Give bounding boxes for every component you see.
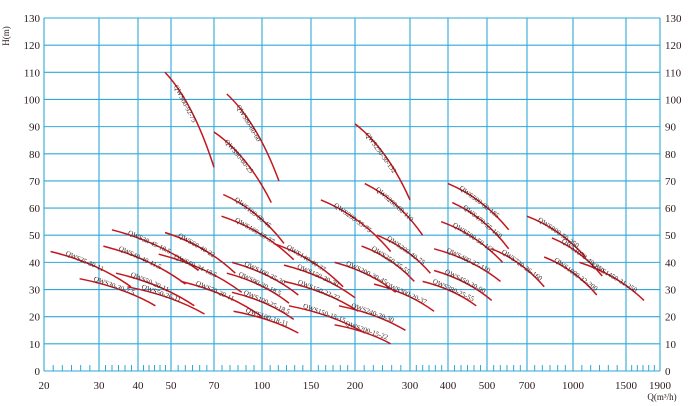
x-tick-label: 1500 xyxy=(615,380,638,392)
y-tick-labels-left: 0 10 20 30 40 50 60 70 80 90 100 110 120 130 xyxy=(24,13,41,378)
pump-curve xyxy=(231,291,295,321)
y-tick-label-right: 70 xyxy=(665,176,677,188)
pump-curve xyxy=(283,264,356,299)
y-tick-label-right: 100 xyxy=(665,94,682,106)
x-tick-label: 1000 xyxy=(562,380,585,392)
pump-curve xyxy=(354,123,411,201)
pump-curve xyxy=(422,280,477,307)
pump-curve xyxy=(233,310,299,334)
pump-curve xyxy=(451,201,510,250)
y-tick-label-right: 120 xyxy=(665,40,682,52)
pump-curve xyxy=(526,215,587,258)
y-tick-label: 80 xyxy=(29,149,41,161)
y-axis-title: H(m) xyxy=(1,26,11,46)
x-tick-label: 150 xyxy=(303,380,320,392)
x-tick-label: 400 xyxy=(440,380,457,392)
y-tick-label-right: 90 xyxy=(665,122,677,134)
y-tick-label-right: 80 xyxy=(665,149,677,161)
x-tick-label: 50 xyxy=(166,380,178,392)
x-tick-label: 40 xyxy=(133,380,145,392)
pump-curve xyxy=(334,324,391,345)
x-tick-labels: 20 30 40 50 70 100 150 200 300 400 500 700 1000 1500 1… xyxy=(39,380,672,392)
y-tick-label-right: 50 xyxy=(665,230,677,242)
pump-curve xyxy=(222,193,285,244)
pump-curve xyxy=(283,280,359,312)
pump-curve xyxy=(213,131,272,203)
y-tick-label-right: 130 xyxy=(665,13,682,25)
x-tick-label: 30 xyxy=(94,380,106,392)
pump-curve xyxy=(364,182,424,236)
pump-curve xyxy=(376,234,431,274)
y-tick-label: 0 xyxy=(35,366,41,378)
x-tick-label: 20 xyxy=(39,380,51,392)
pump-curve xyxy=(579,261,645,301)
y-tick-label-right: 0 xyxy=(665,366,671,378)
pump-curve xyxy=(221,215,295,261)
y-tick-label: 130 xyxy=(24,13,41,25)
pump-curve xyxy=(373,283,435,312)
x-tick-label: 700 xyxy=(519,380,536,392)
baseline-ticks xyxy=(52,365,655,371)
y-tick-label: 10 xyxy=(29,339,41,351)
y-tick-label: 120 xyxy=(24,40,41,52)
y-tick-labels-right: 0 10 20 30 40 50 60 70 80 90 100 110 120 130 xyxy=(665,13,682,378)
y-tick-label-right: 10 xyxy=(665,339,677,351)
pump-curve xyxy=(164,231,236,274)
pump-curve xyxy=(115,272,195,307)
pump-curve xyxy=(440,220,504,263)
y-tick-label-right: 60 xyxy=(665,203,677,215)
y-tick-label: 40 xyxy=(29,257,41,269)
x-axis-title: Q(m³/h) xyxy=(647,392,676,402)
y-tick-label: 20 xyxy=(29,312,41,324)
x-tick-label: 100 xyxy=(254,380,271,392)
grid xyxy=(43,17,661,372)
pump-curve xyxy=(338,305,406,331)
y-tick-label-right: 30 xyxy=(665,285,677,297)
pump-curve xyxy=(433,269,493,301)
x-tick-label: 200 xyxy=(347,380,364,392)
pump-curve xyxy=(447,182,510,231)
pump-curve xyxy=(103,245,186,285)
pump-curve xyxy=(543,256,598,296)
y-tick-label: 30 xyxy=(29,285,41,297)
y-tick-label-right: 40 xyxy=(665,257,677,269)
pump-curve xyxy=(491,248,545,288)
pump-curve xyxy=(158,253,243,293)
y-tick-label: 90 xyxy=(29,122,41,134)
pump-curve xyxy=(127,286,205,315)
pump-curve xyxy=(273,242,344,288)
pump-curve xyxy=(551,237,603,277)
y-tick-label: 110 xyxy=(24,67,41,79)
y-tick-label: 60 xyxy=(29,203,41,215)
y-tick-label-right: 110 xyxy=(665,67,682,79)
pump-curve xyxy=(320,199,392,252)
x-tick-label: 300 xyxy=(402,380,419,392)
y-tick-label-right: 20 xyxy=(665,312,677,324)
pump-curve xyxy=(226,93,280,182)
pump-curve xyxy=(164,71,215,168)
pump-curve xyxy=(226,272,290,304)
pump-curve xyxy=(288,305,366,334)
pump-curve xyxy=(180,280,263,318)
x-tick-label: 70 xyxy=(209,380,221,392)
y-tick-label: 70 xyxy=(29,176,41,188)
x-tick-label: 1900 xyxy=(649,380,672,392)
pump-curve xyxy=(361,245,415,282)
pump-curve xyxy=(433,248,501,282)
y-tick-label: 50 xyxy=(29,230,41,242)
pump-curve xyxy=(79,277,156,307)
y-tick-label: 100 xyxy=(24,94,41,106)
pump-curve xyxy=(50,250,132,288)
pump-curve xyxy=(231,261,299,296)
x-tick-label: 500 xyxy=(479,380,496,392)
